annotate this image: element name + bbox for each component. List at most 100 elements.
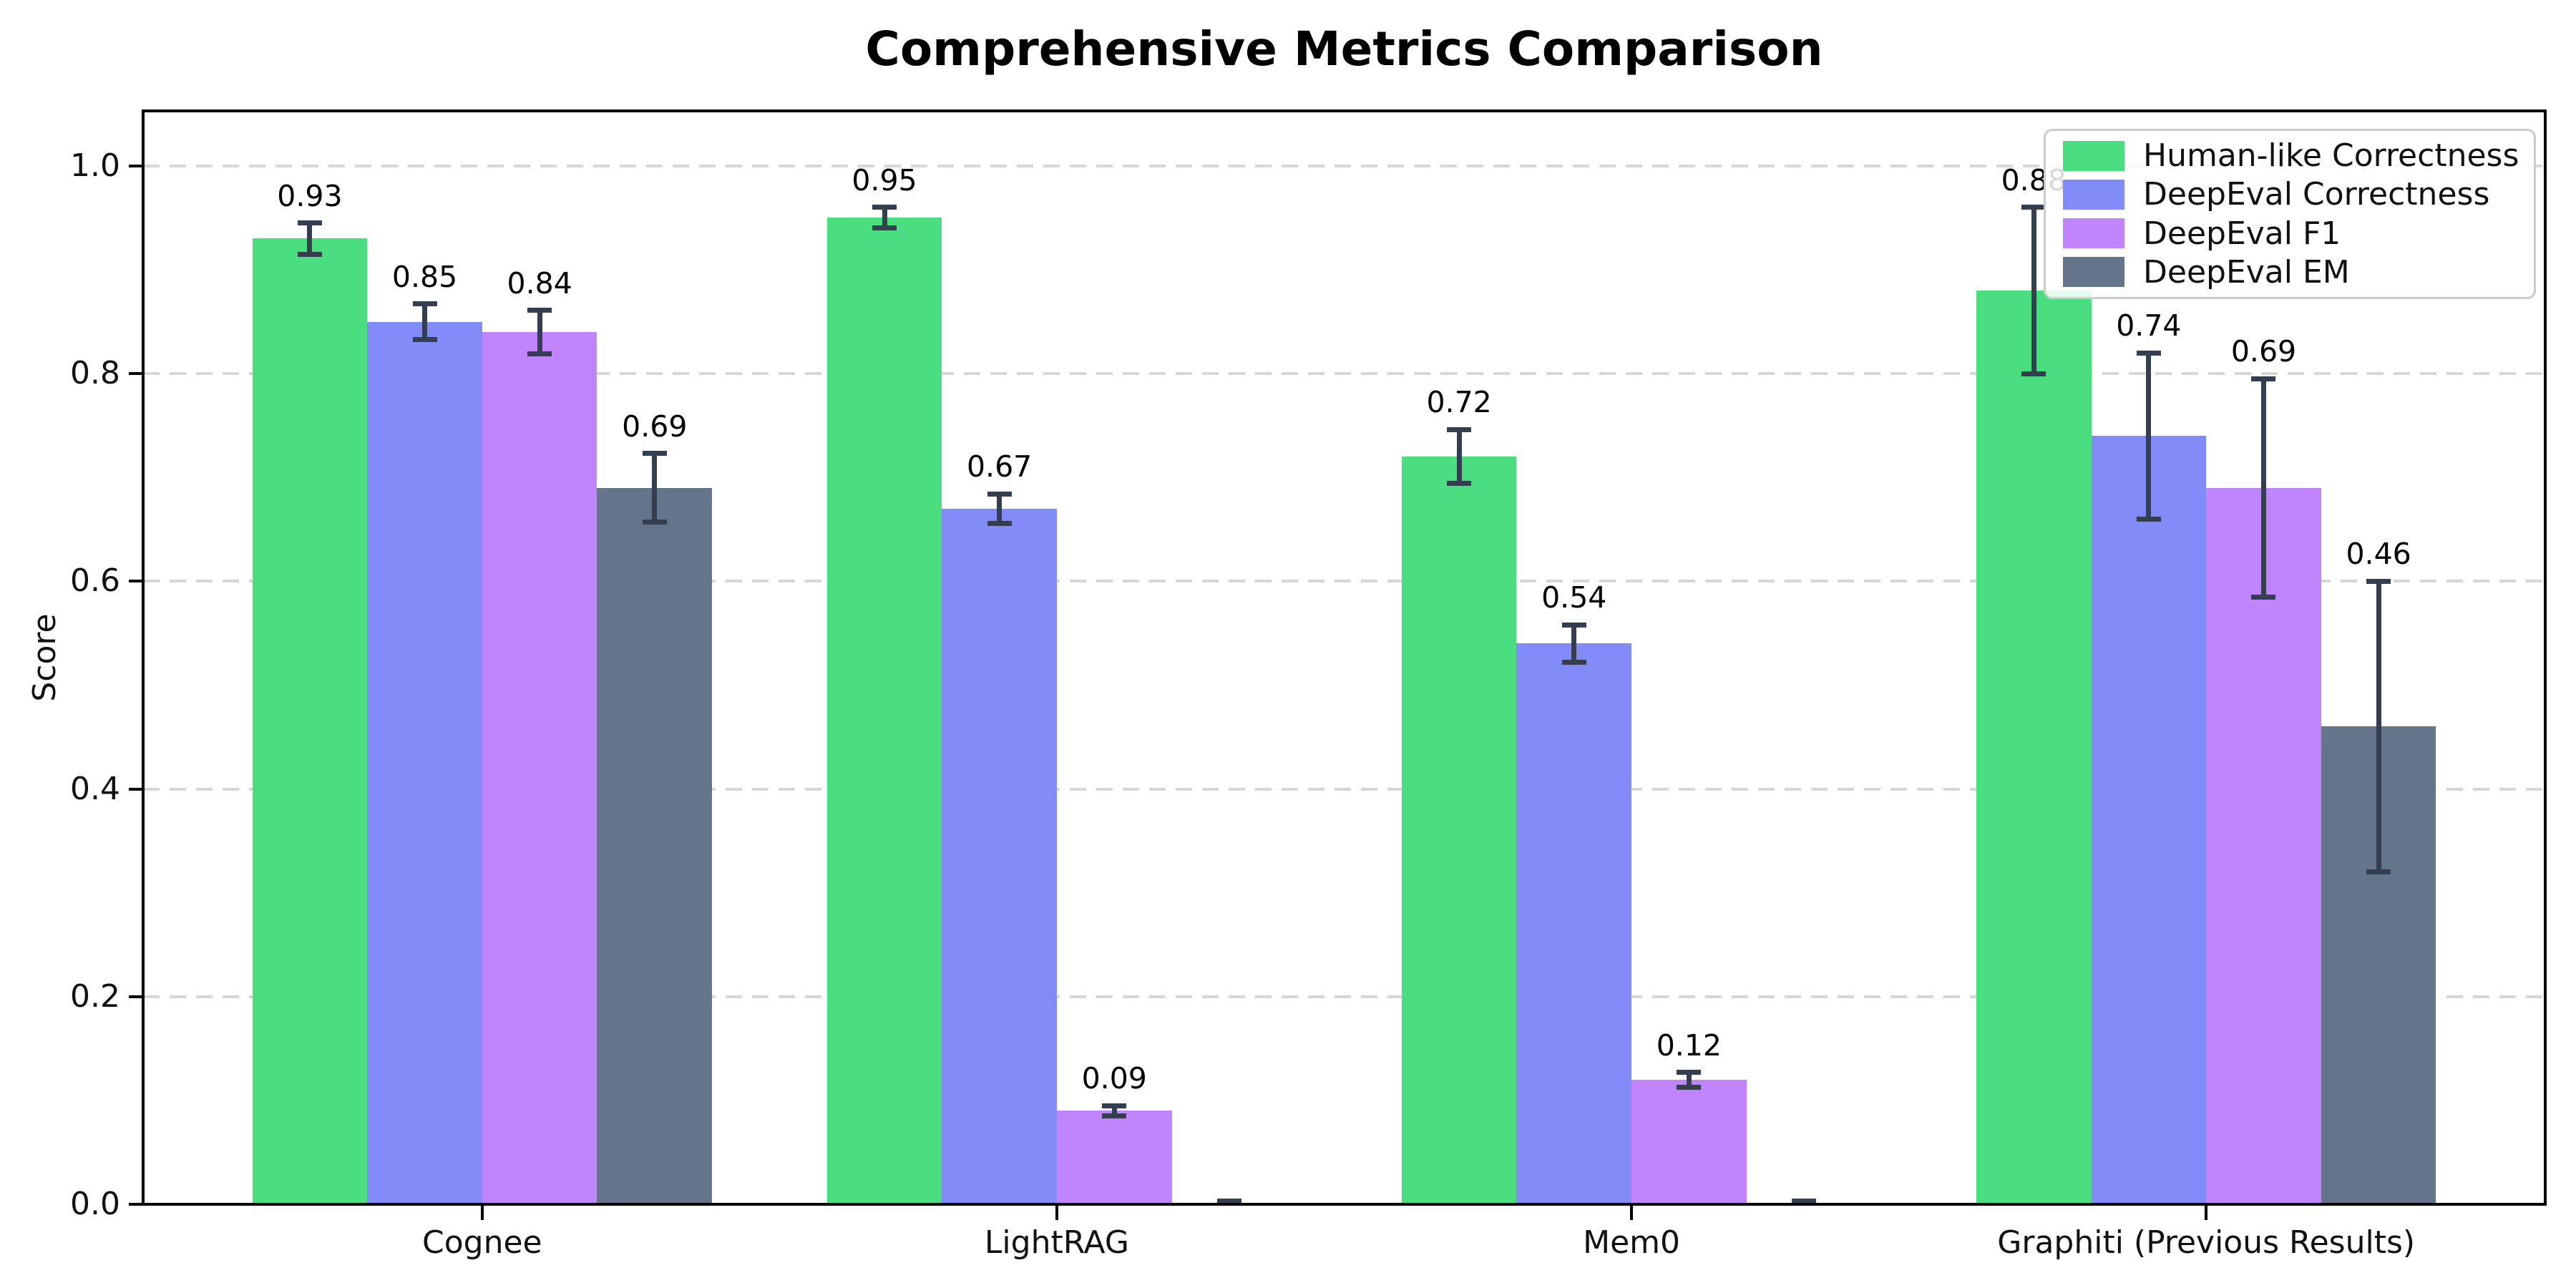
x-tick-label: LightRAG: [984, 1224, 1129, 1261]
bar: [2091, 436, 2207, 1204]
legend-swatch: [2063, 218, 2124, 249]
error-bar-cap: [1447, 481, 1472, 487]
error-bar-cap: [2366, 869, 2391, 875]
gridline: [143, 787, 2545, 791]
legend-label: DeepEval Correctness: [2143, 176, 2490, 213]
legend-label: Human-like Correctness: [2143, 137, 2519, 175]
error-bar-cap: [872, 205, 897, 210]
error-bar-cap: [1561, 660, 1586, 665]
error-bar: [2146, 353, 2152, 519]
gridline: [143, 995, 2545, 998]
legend-label: DeepEval EM: [2143, 253, 2350, 291]
error-bar-cap: [987, 520, 1012, 526]
error-bar-cap: [642, 519, 667, 525]
bar: [826, 218, 942, 1204]
error-bar-cap: [412, 336, 437, 342]
bar-value-label: 0.67: [966, 449, 1033, 484]
error-bar: [2260, 379, 2266, 597]
bar-value-label: 0.54: [1541, 580, 1607, 615]
error-bar-cap: [1102, 1113, 1127, 1119]
error-bar: [1111, 1106, 1117, 1116]
y-tick-mark: [129, 164, 143, 167]
error-bar-cap: [642, 451, 667, 457]
x-tick-label: Graphiti (Previous Results): [1997, 1224, 2416, 1261]
error-bar: [422, 303, 428, 340]
legend-item: DeepEval Correctness: [2063, 176, 2534, 213]
bar-value-label: 0.84: [507, 265, 572, 301]
bar: [367, 321, 482, 1204]
bar-value-label: 0.09: [1081, 1061, 1147, 1096]
y-tick-label: 0.2: [70, 977, 120, 1015]
chart-title: Comprehensive Metrics Comparison: [865, 21, 1823, 77]
y-tick-mark: [129, 1203, 143, 1206]
x-tick-label: Cognee: [422, 1224, 542, 1261]
error-bar: [307, 223, 313, 255]
error-bar: [882, 207, 887, 228]
legend-item: DeepEval F1: [2063, 215, 2534, 252]
error-bar-cap: [2136, 516, 2161, 522]
error-bar: [997, 494, 1002, 524]
error-bar-cap: [2136, 350, 2161, 356]
gridline: [143, 164, 2545, 167]
bar: [1631, 1079, 1747, 1204]
bar-value-label: 0.69: [2230, 334, 2297, 369]
bar: [1976, 291, 2092, 1204]
y-tick-mark: [129, 580, 143, 583]
bar-value-label: 0.74: [2116, 308, 2182, 343]
gridline: [143, 580, 2545, 583]
bar: [482, 332, 597, 1204]
x-tick-mark: [1630, 1204, 1634, 1220]
x-tick-label: Mem0: [1583, 1224, 1680, 1261]
error-bar-cap: [1677, 1070, 1702, 1075]
error-bar-cap: [1102, 1103, 1127, 1108]
legend: Human-like Correctness DeepEval Correctne…: [2044, 129, 2536, 299]
legend-label: DeepEval F1: [2143, 215, 2341, 252]
bar: [252, 238, 368, 1204]
error-bar-cap: [2251, 594, 2276, 600]
gridline: [143, 372, 2545, 376]
error-bar-cap: [527, 351, 552, 357]
legend-swatch: [2063, 257, 2124, 288]
error-bar: [652, 453, 658, 522]
x-tick-mark: [480, 1204, 484, 1220]
y-tick-mark: [129, 787, 143, 791]
y-tick-label: 0.8: [70, 355, 120, 392]
legend-swatch: [2063, 179, 2124, 210]
legend-swatch: [2063, 140, 2124, 171]
error-bar-cap: [872, 225, 897, 231]
error-bar-cap: [1447, 426, 1472, 432]
error-bar-cap: [412, 301, 437, 307]
bar: [1516, 643, 1632, 1204]
bar: [1056, 1111, 1172, 1204]
error-bar-cap: [1677, 1084, 1702, 1090]
x-tick-mark: [1055, 1204, 1058, 1220]
error-bar-cap: [2251, 376, 2276, 381]
error-bar: [2376, 581, 2381, 872]
error-bar-cap: [1791, 1199, 1816, 1204]
plot-border: [142, 109, 2547, 1206]
error-bar: [1571, 625, 1577, 663]
error-bar: [1456, 429, 1462, 484]
error-bar-cap: [1561, 622, 1586, 628]
bar-value-label: 0.93: [277, 178, 343, 213]
y-axis-label: Score: [26, 613, 63, 702]
error-bar-cap: [297, 220, 322, 226]
error-bar-cap: [987, 491, 1012, 497]
legend-item: Human-like Correctness: [2063, 137, 2534, 174]
bar-value-label: 0.12: [1656, 1028, 1722, 1063]
error-bar: [2031, 207, 2036, 374]
y-tick-label: 0.4: [70, 770, 120, 807]
error-bar: [537, 310, 542, 354]
y-tick-mark: [129, 372, 143, 376]
bar: [1401, 457, 1517, 1204]
bar-value-label: 0.46: [2346, 537, 2411, 572]
y-tick-label: 1.0: [70, 147, 120, 184]
bar-value-label: 0.69: [622, 409, 688, 444]
error-bar-cap: [527, 308, 552, 313]
error-bar: [1686, 1072, 1692, 1088]
y-tick-label: 0.0: [70, 1186, 120, 1222]
error-bar-cap: [2021, 371, 2046, 376]
error-bar-cap: [1216, 1199, 1241, 1204]
bar: [2206, 487, 2321, 1204]
